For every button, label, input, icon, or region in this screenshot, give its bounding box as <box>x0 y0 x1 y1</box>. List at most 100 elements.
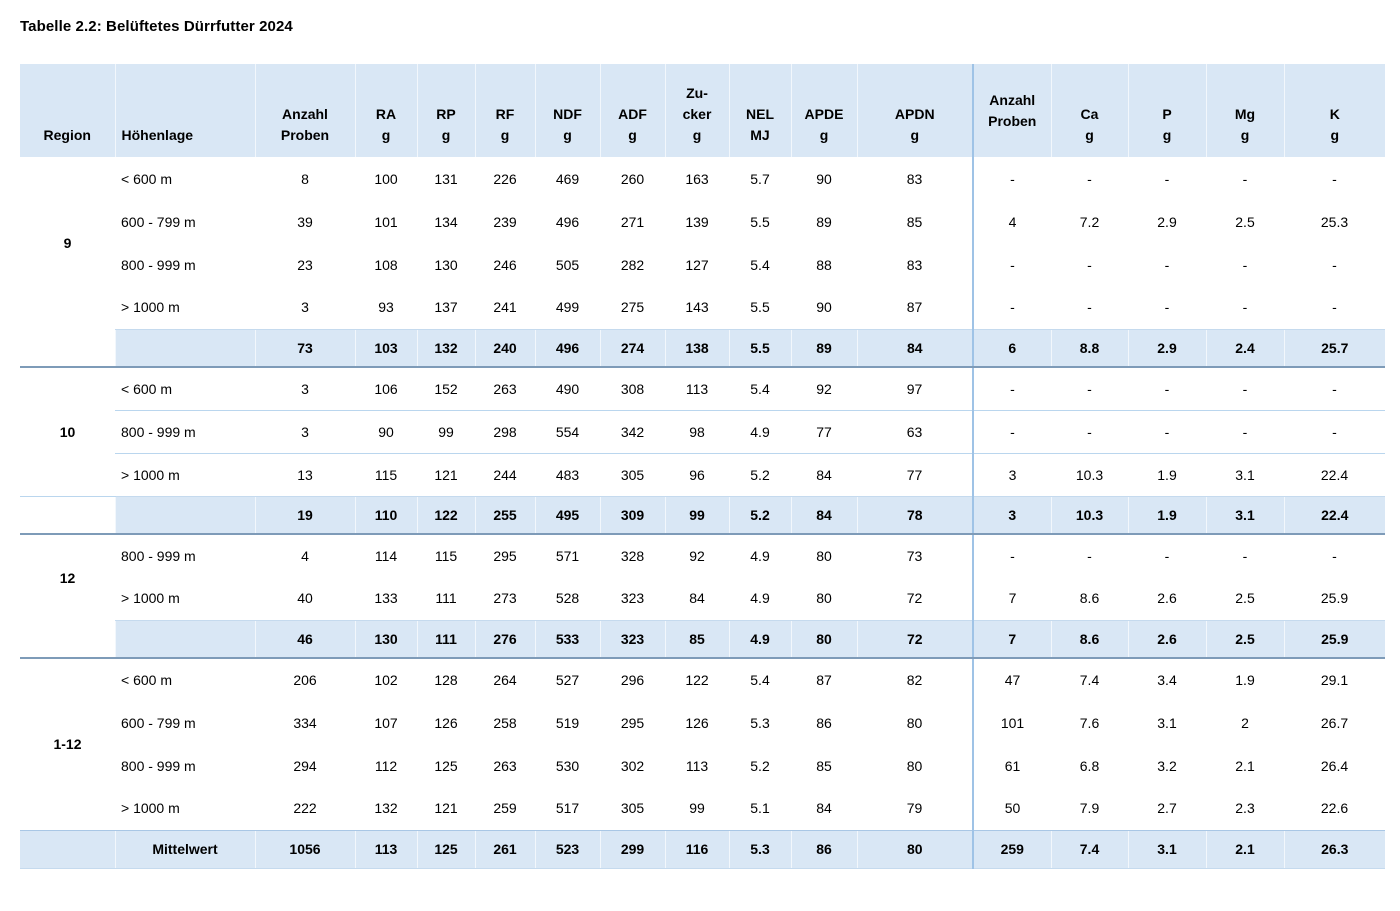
value-cell-nel: 5.5 <box>729 286 791 329</box>
region-label: 1-12 <box>20 658 115 830</box>
value-cell-anzahl-proben-2: 47 <box>973 658 1051 701</box>
value-cell-nel: 5.4 <box>729 367 791 411</box>
summary-value-ndf: 533 <box>534 619 600 659</box>
value-cell-ca: - <box>1051 410 1128 454</box>
value-cell-nel: 4.9 <box>729 577 791 620</box>
value-cell-apdn: 87 <box>857 286 974 329</box>
summary-value-p: 1.9 <box>1127 495 1206 535</box>
value-cell-ndf: 554 <box>535 410 600 454</box>
table-row: 800 - 999 m 294 112 125 263 530 302 113 5.2 85 80 6… <box>20 744 1385 787</box>
col-header-ra: RA g <box>354 64 417 157</box>
value-cell-ra: 101 <box>355 200 417 243</box>
value-cell-anzahl-proben: 23 <box>255 243 355 286</box>
value-cell-ra: 90 <box>355 410 417 454</box>
summary-value-k: 26.3 <box>1283 829 1385 869</box>
region-label: 9 <box>20 157 115 329</box>
value-cell-rp: 130 <box>417 243 475 286</box>
value-cell-ndf: 528 <box>535 577 600 620</box>
table-row: > 1000 m 3 93 137 241 499 275 143 5.5 90 87- - - - - <box>20 286 1385 329</box>
value-cell-ndf: 505 <box>535 243 600 286</box>
value-cell-rf: 244 <box>475 453 535 496</box>
altitude-cell: 600 - 799 m <box>115 701 255 744</box>
value-cell-ca: - <box>1051 534 1128 577</box>
value-cell-ndf: 517 <box>535 787 600 830</box>
summary-value-zucker: 138 <box>664 328 729 368</box>
value-cell-rp: 121 <box>417 453 475 496</box>
value-cell-apdn: 72 <box>857 577 974 620</box>
summary-value-rp: 125 <box>416 829 475 869</box>
altitude-cell: > 1000 m <box>115 286 255 329</box>
value-cell-k: 26.7 <box>1284 701 1385 744</box>
summary-value-p: 2.6 <box>1127 619 1206 659</box>
value-cell-ndf: 490 <box>535 367 600 411</box>
value-cell-apdn: 63 <box>857 410 974 454</box>
summary-value-nel: 4.9 <box>728 619 791 659</box>
table-row: 600 - 799 m 39 101 134 239 496 271 139 5.5 89 85 4 7… <box>20 200 1385 243</box>
value-cell-anzahl-proben-2: 3 <box>973 453 1051 496</box>
table-row: 12 800 - 999 m 4 114 115 295 571 328 92 4.9 80 73- -… <box>20 534 1385 620</box>
summary-value-p: 2.9 <box>1127 328 1206 368</box>
summary-value-apdn: 80 <box>856 829 974 869</box>
value-cell-rf: 226 <box>475 157 535 200</box>
value-cell-ra: 108 <box>355 243 417 286</box>
value-cell-rf: 263 <box>475 367 535 411</box>
summary-value-nel: 5.5 <box>728 328 791 368</box>
value-cell-rf: 259 <box>475 787 535 830</box>
value-cell-rp: 125 <box>417 744 475 787</box>
summary-value-ra: 103 <box>354 328 417 368</box>
value-cell-mg: - <box>1206 286 1284 329</box>
value-cell-k: 22.4 <box>1284 453 1385 496</box>
value-cell-mg: - <box>1206 534 1284 577</box>
value-cell-k: - <box>1284 286 1385 329</box>
table-row: 600 - 799 m 334 107 126 258 519 295 126 5.3 86 80 1… <box>20 701 1385 744</box>
value-cell-rp: 137 <box>417 286 475 329</box>
value-cell-nel: 5.4 <box>729 243 791 286</box>
col-header-ca: Ca g <box>1050 64 1128 157</box>
value-cell-p: 3.1 <box>1128 701 1206 744</box>
summary-value-anzahl-proben-2: 7 <box>972 619 1051 659</box>
value-cell-mg: 2.1 <box>1206 744 1284 787</box>
summary-value-ndf: 495 <box>534 495 600 535</box>
value-cell-mg: 3.1 <box>1206 453 1284 496</box>
altitude-cell: > 1000 m <box>115 453 255 496</box>
value-cell-rf: 263 <box>475 744 535 787</box>
table-row: > 1000 m 13 115 121 244 483 305 96 5.2 84 77 3 10.3 1… <box>20 453 1385 496</box>
value-cell-adf: 342 <box>600 410 665 454</box>
summary-value-p: 3.1 <box>1127 829 1206 869</box>
value-cell-zucker: 96 <box>665 453 729 496</box>
value-cell-adf: 260 <box>600 157 665 200</box>
value-cell-nel: 4.9 <box>729 534 791 577</box>
altitude-cell: < 600 m <box>115 658 255 701</box>
summary-value-anzahl-proben: 19 <box>254 495 355 535</box>
value-cell-p: 1.9 <box>1128 453 1206 496</box>
value-cell-anzahl-proben: 8 <box>255 157 355 200</box>
summary-label <box>114 495 255 535</box>
value-cell-adf: 282 <box>600 243 665 286</box>
value-cell-zucker: 143 <box>665 286 729 329</box>
altitude-cell: < 600 m <box>115 157 255 200</box>
value-cell-ca: - <box>1051 367 1128 411</box>
value-cell-anzahl-proben: 39 <box>255 200 355 243</box>
value-cell-anzahl-proben-2: 50 <box>973 787 1051 830</box>
value-cell-anzahl-proben: 3 <box>255 286 355 329</box>
value-cell-apdn: 73 <box>857 534 974 577</box>
value-cell-p: 2.9 <box>1128 200 1206 243</box>
col-header-rp: RP g <box>416 64 475 157</box>
value-cell-ndf: 499 <box>535 286 600 329</box>
value-cell-nel: 5.3 <box>729 701 791 744</box>
summary-value-apde: 84 <box>790 495 857 535</box>
table-row: > 1000 m 222 132 121 259 517 305 99 5.1 84 79 50 7.9… <box>20 787 1385 830</box>
value-cell-nel: 5.7 <box>729 157 791 200</box>
col-header-adf: ADF g <box>599 64 665 157</box>
summary-row: 73 103 132 240 496 274 138 5.5 89 84 6 8.8 2.9 2.4 25.… <box>20 328 1385 368</box>
summary-value-ndf: 523 <box>534 829 600 869</box>
value-cell-ca: 8.6 <box>1051 577 1128 620</box>
summary-value-ra: 130 <box>354 619 417 659</box>
altitude-cell: 800 - 999 m <box>115 243 255 286</box>
summary-value-ca: 8.6 <box>1050 619 1128 659</box>
value-cell-anzahl-proben: 222 <box>255 787 355 830</box>
value-cell-zucker: 127 <box>665 243 729 286</box>
value-cell-rf: 239 <box>475 200 535 243</box>
col-header-anzahl-proben: Anzahl Proben <box>254 64 355 157</box>
